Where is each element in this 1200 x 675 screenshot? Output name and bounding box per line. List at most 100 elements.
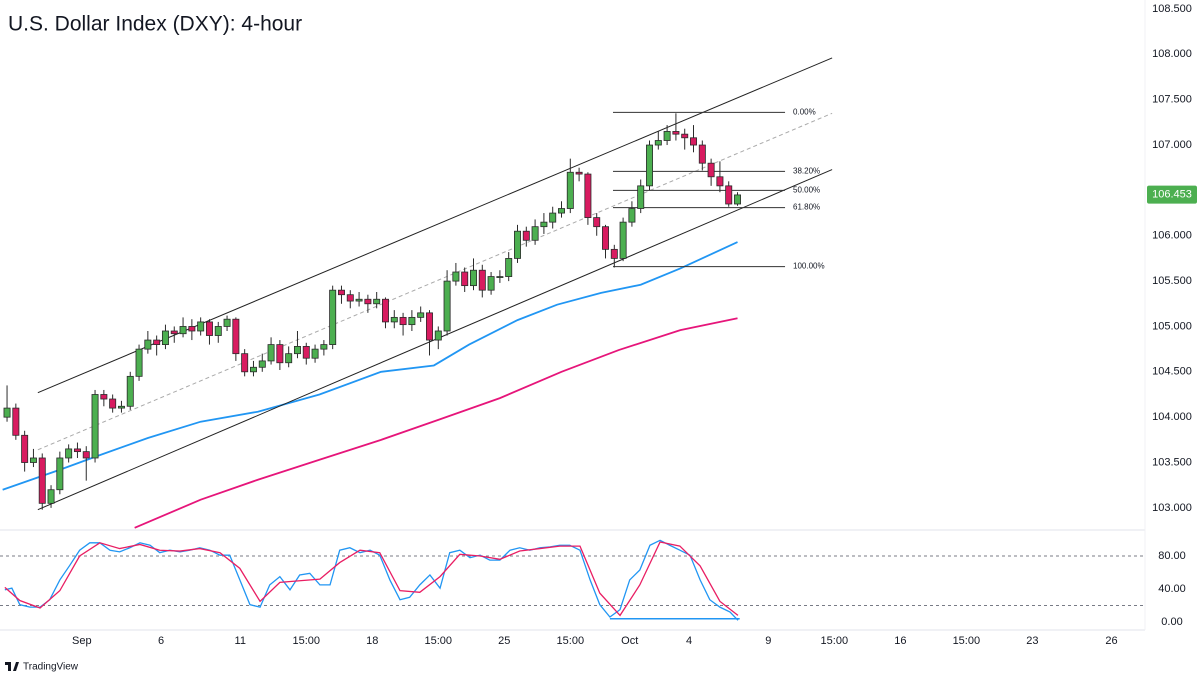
candle-body — [100, 394, 108, 400]
candle-body — [65, 448, 73, 459]
candle-body — [681, 133, 689, 139]
candle-body — [21, 434, 29, 463]
stochastic-panel — [0, 539, 1145, 621]
x-tick-label: 18 — [366, 635, 378, 647]
candle-body — [610, 248, 618, 259]
candle-body — [82, 451, 90, 459]
moving-average — [134, 317, 738, 529]
candle-body — [637, 185, 645, 209]
candle-body — [690, 137, 697, 146]
last-price-tag — [1147, 185, 1197, 204]
x-tick-label: 23 — [1026, 635, 1038, 647]
candle-body — [390, 316, 398, 323]
candle-body — [470, 269, 477, 287]
x-tick-label: 15:00 — [425, 635, 453, 647]
stochastic-line — [4, 539, 739, 621]
x-tick-label: Sep — [72, 635, 92, 647]
y-tick-label: 103.500 — [1152, 456, 1192, 468]
candle-body — [628, 208, 636, 223]
candle-body — [117, 405, 125, 409]
x-tick-label: 6 — [158, 635, 164, 647]
candle-body — [232, 318, 240, 355]
axes: Sep 6 11 15:00 18 15:00 25 15:00 Oct 4 9 15:00 16 15:… — [72, 3, 1197, 647]
trend-line — [37, 112, 833, 451]
candle-body — [575, 171, 583, 175]
candle-body — [56, 457, 64, 491]
candle-body — [302, 346, 310, 359]
candle-body — [663, 131, 671, 141]
y-tick-label: 0.00 — [1161, 616, 1182, 628]
fib-label: 61.80% — [793, 203, 820, 212]
y-tick-label: 107.500 — [1152, 94, 1192, 106]
y-tick-label: 104.500 — [1152, 366, 1192, 378]
candle-body — [558, 208, 565, 214]
candle-body — [417, 312, 425, 318]
candle-body — [672, 131, 680, 135]
x-tick-label: 11 — [235, 635, 246, 647]
candle-body — [725, 185, 733, 205]
candle-body — [135, 348, 143, 377]
candle-body — [540, 221, 548, 228]
candle-body — [38, 457, 46, 504]
y-tick-label: 108.000 — [1152, 48, 1192, 60]
last-price-label: 106.453 — [1152, 189, 1192, 201]
x-tick-label: 16 — [894, 635, 906, 647]
stochastic-line — [4, 541, 739, 617]
logo: TradingView — [5, 662, 79, 673]
y-tick-label: 103.000 — [1152, 502, 1192, 514]
y-tick-label: 80.00 — [1158, 550, 1186, 562]
fib-label: 100.00% — [793, 262, 825, 271]
candle-body — [47, 489, 55, 504]
x-tick-label: 25 — [498, 635, 510, 647]
candle-body — [707, 162, 715, 178]
x-tick-label: 15:00 — [293, 635, 321, 647]
candle-body — [505, 258, 513, 277]
candle-body — [109, 398, 117, 409]
candle-body — [311, 348, 319, 359]
y-tick-label: 108.500 — [1152, 3, 1192, 15]
candle-body — [461, 271, 469, 287]
candle-body — [12, 407, 20, 436]
candle-body — [496, 276, 504, 278]
candle-body — [355, 298, 363, 302]
candle-body — [249, 366, 257, 373]
candle-body — [73, 448, 81, 453]
candle-body — [698, 144, 706, 164]
y-tick-label: 105.000 — [1152, 320, 1192, 332]
candle-body — [188, 326, 196, 332]
trend-line — [37, 57, 833, 394]
y-tick-label: 106.000 — [1152, 230, 1192, 242]
candle-body — [716, 176, 724, 187]
x-tick-label: 4 — [686, 635, 692, 647]
candle-body — [197, 321, 205, 332]
candle-body — [452, 271, 460, 282]
candle-body — [734, 194, 741, 205]
candle-body — [337, 289, 345, 296]
candle-body — [153, 339, 161, 345]
candle-body — [329, 289, 337, 345]
candle-body — [3, 407, 11, 418]
chart-title: U.S. Dollar Index (DXY): 4-hour — [8, 13, 302, 36]
candle-body — [223, 318, 231, 327]
candle-body — [276, 344, 284, 364]
candle-body — [214, 326, 222, 336]
logo-text: TradingView — [23, 662, 79, 673]
x-tick-label: 26 — [1105, 635, 1117, 647]
price-panel: 0.00% 38.20% 50.00% 61.80% 100.00% — [2, 57, 833, 529]
candle-body — [29, 457, 37, 463]
candle-body — [285, 353, 293, 364]
logo-icon — [5, 662, 19, 671]
candle-body — [566, 171, 574, 209]
x-tick-label: Oct — [621, 635, 638, 647]
candle-body — [434, 330, 442, 341]
candle-body — [293, 346, 301, 355]
candle-body — [144, 339, 152, 350]
candle-body — [531, 226, 539, 241]
candle-body — [549, 212, 557, 223]
fib-label: 38.20% — [793, 166, 820, 175]
candle-body — [487, 276, 495, 291]
candle-body — [399, 316, 407, 326]
candle-body — [258, 360, 266, 368]
